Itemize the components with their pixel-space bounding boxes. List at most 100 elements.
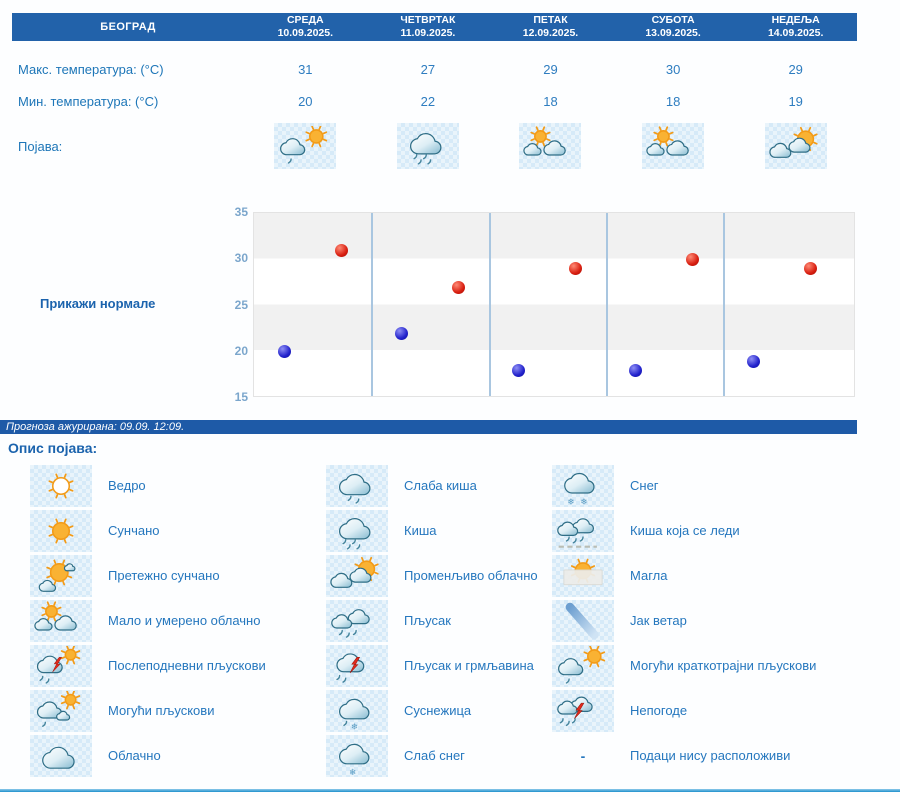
- legend-item-label: Послеподневни пљускови: [108, 658, 266, 673]
- max-temp-point: [451, 280, 465, 294]
- forecast-header-bar: БЕОГРАД СРЕДА 10.09.2025. ЧЕТВРТАК 11.09.20…: [12, 13, 857, 41]
- partly-cloudy-icon: [642, 123, 705, 169]
- afternoon-showers-icon: [30, 644, 92, 687]
- clear-icon: [30, 464, 92, 507]
- phenomena-row: Појава:: [12, 120, 857, 172]
- legend-item-label: Ведро: [108, 478, 146, 493]
- legend-item: Послеподневни пљускови: [30, 643, 266, 688]
- svg-text:❄: ❄: [567, 496, 574, 506]
- legend-item: Слаба киша: [326, 463, 538, 508]
- min-temp-value: 20: [298, 93, 313, 109]
- header-days: СРЕДА 10.09.2025. ЧЕТВРТАК 11.09.2025. ПЕТАК…: [244, 13, 857, 41]
- forecast-updated-bar: Прогноза ажурирана: 09.09. 12:09.: [0, 420, 857, 434]
- possible-showers-icon: [30, 689, 92, 732]
- legend-item-label: Пљусак и грмљавина: [404, 658, 534, 673]
- min-temp-point: [746, 354, 760, 368]
- legend-item: Јак ветар: [552, 598, 816, 643]
- bottom-divider-line: [0, 789, 900, 792]
- legend-item: Киша: [326, 508, 538, 553]
- max-temperature-values: 31 27 29 30 29: [244, 62, 857, 77]
- legend-item: - Подаци нису расположиви: [552, 733, 816, 778]
- partly-cloudy-icon: [30, 599, 92, 642]
- legend-item-label: Променљиво облачно: [404, 568, 538, 583]
- svg-text:❄: ❄: [580, 496, 587, 506]
- legend-item-label: Непогоде: [630, 703, 688, 718]
- sleet-icon: ❄: [326, 689, 388, 732]
- fog-icon: [552, 554, 614, 597]
- min-temp-value: 19: [788, 93, 803, 109]
- legend-column-2: Слаба киша Киша Променљиво облачно Пљусак Пљ…: [326, 463, 538, 778]
- shower-icon: [326, 599, 388, 642]
- phenomena-slot: [367, 123, 490, 169]
- max-temp-value: 31: [298, 61, 313, 77]
- legend-item: Сунчано: [30, 508, 266, 553]
- legend-item-label: Претежно сунчано: [108, 568, 220, 583]
- show-normals-link[interactable]: Прикажи нормале: [40, 296, 156, 311]
- y-axis-tick: 25: [234, 297, 248, 312]
- legend-item-label: Сунчано: [108, 523, 160, 538]
- max-temp-value: 29: [788, 61, 803, 77]
- y-axis-tick: 30: [234, 251, 248, 266]
- phenomena-label: Појава:: [18, 138, 63, 154]
- legend-item: Могући краткотрајни пљускови: [552, 643, 816, 688]
- cloudy-icon: [30, 734, 92, 777]
- legend-item: Ведро: [30, 463, 266, 508]
- snow-icon: ❄ ❄: [552, 464, 614, 507]
- svg-text:❄: ❄: [351, 721, 358, 731]
- light-rain-icon: [326, 464, 388, 507]
- min-temp-point: [394, 326, 408, 340]
- rain-icon: [396, 123, 459, 169]
- legend-item-label: Подаци нису расположиви: [630, 748, 791, 763]
- legend-item: Претежно сунчано: [30, 553, 266, 598]
- legend-item-label: Магла: [630, 568, 668, 583]
- y-axis-tick: 20: [234, 343, 248, 358]
- legend-item: Киша која се леди: [552, 508, 816, 553]
- legend-item-label: Облачно: [108, 748, 161, 763]
- mostly-sunny-icon: [30, 554, 92, 597]
- max-temp-value: 27: [420, 61, 436, 77]
- min-temperature-row: Мин. температура: (°C) 20 22 18 18 19: [12, 90, 857, 112]
- legend-item-label: Могући пљускови: [108, 703, 215, 718]
- strong-wind-icon: [552, 599, 614, 642]
- max-temp-point: [686, 252, 700, 266]
- y-axis-tick: 15: [234, 390, 248, 404]
- min-temp-point: [629, 363, 643, 377]
- day-header: СУБОТА 13.09.2025.: [645, 13, 701, 39]
- legend-item: Непогоде: [552, 688, 816, 733]
- sunny-icon: [30, 509, 92, 552]
- svg-text:❄: ❄: [349, 767, 356, 776]
- phenomena-slot: [489, 123, 612, 169]
- day-separator-line: [723, 213, 726, 396]
- variable-cloudy-icon: [326, 554, 388, 597]
- legend-item: Могући пљускови: [30, 688, 266, 733]
- storms-icon: [552, 689, 614, 732]
- day-header: СРЕДА 10.09.2025.: [277, 13, 334, 39]
- legend-item: Мало и умерено облачно: [30, 598, 266, 643]
- legend-item: Облачно: [30, 733, 266, 778]
- legend-item: Магла: [552, 553, 816, 598]
- phenomena-icons: [244, 123, 857, 169]
- phenomena-slot: [612, 123, 735, 169]
- legend-item-label: Пљусак: [404, 613, 451, 628]
- legend-item-label: Могући краткотрајни пљускови: [630, 658, 817, 673]
- min-temp-value: 18: [665, 93, 681, 109]
- max-temp-point: [569, 262, 583, 275]
- forecast-updated-text: Прогноза ажурирана: 09.09. 12:09.: [6, 421, 185, 433]
- legend-item-label: Киша: [404, 523, 437, 538]
- legend-column-1: Ведро Сунчано Претежно сунчано Мало и умере…: [30, 463, 266, 778]
- freezing-rain-icon: [552, 509, 614, 552]
- max-temperature-row: Макс. температура: (°C) 31 27 29 30 29: [12, 58, 857, 80]
- y-axis-tick: 35: [234, 205, 248, 219]
- rain-icon: [326, 509, 388, 552]
- day-separator-line: [488, 213, 491, 396]
- day-header: ПЕТАК 12.09.2025.: [522, 13, 579, 39]
- legend-item: ❄ Суснежица: [326, 688, 538, 733]
- location-title: БЕОГРАД: [100, 21, 156, 33]
- phenomena-slot: [244, 123, 367, 169]
- max-temp-value: 29: [543, 61, 558, 77]
- legend-item: ❄ Слаб снег: [326, 733, 538, 778]
- day-separator-line: [371, 213, 374, 396]
- min-temperature-label: Мин. температура: (°C): [18, 93, 159, 109]
- phenomena-slot: [734, 123, 857, 169]
